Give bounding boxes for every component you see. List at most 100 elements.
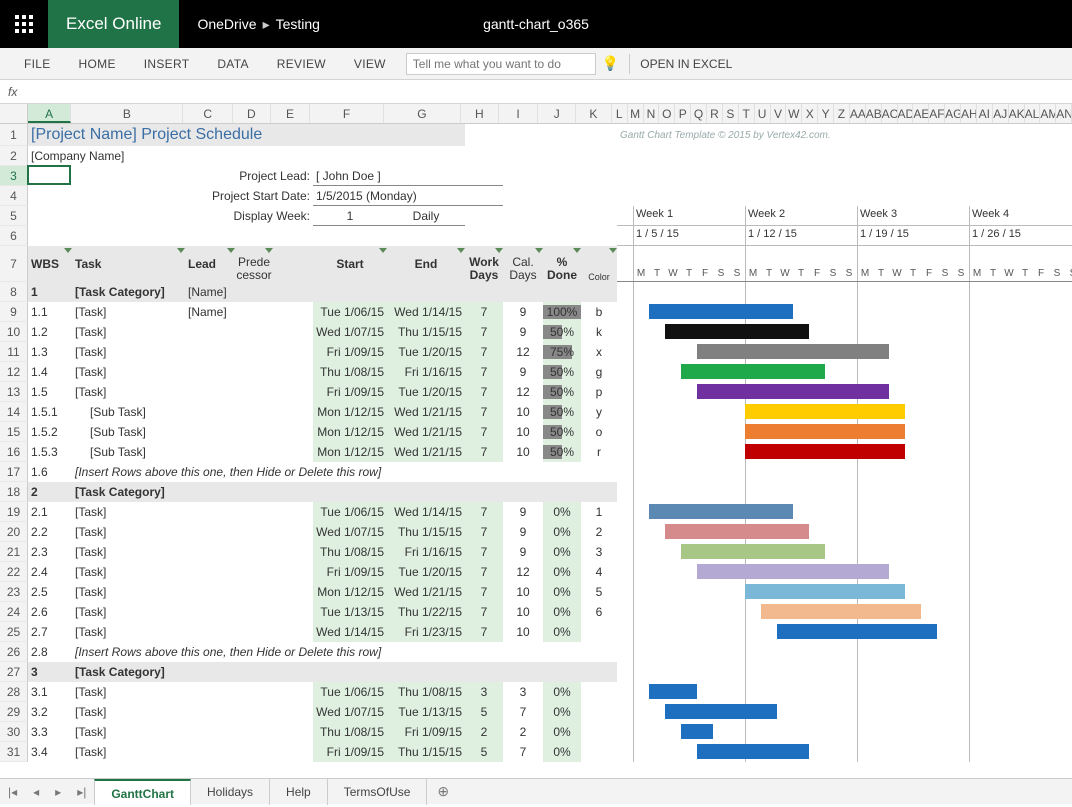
wbs-cell[interactable]: 1.2 bbox=[28, 322, 72, 342]
color-code-cell[interactable]: b bbox=[581, 302, 617, 322]
workdays-cell[interactable]: 7 bbox=[465, 442, 503, 462]
task-cell[interactable]: [Task] bbox=[72, 722, 185, 742]
start-cell[interactable]: Tue 1/06/15 bbox=[313, 302, 387, 322]
pct-done-cell[interactable]: 0% bbox=[543, 542, 581, 562]
task-cell[interactable]: [Task] bbox=[72, 582, 185, 602]
row-header[interactable]: 31 bbox=[0, 742, 28, 762]
sheet-tab-help[interactable]: Help bbox=[270, 779, 328, 805]
workdays-cell[interactable]: 7 bbox=[465, 522, 503, 542]
ribbon-tab-file[interactable]: FILE bbox=[10, 48, 65, 80]
gantt-bar[interactable] bbox=[649, 504, 793, 519]
end-cell[interactable]: Thu 1/15/15 bbox=[387, 742, 465, 762]
task-cell[interactable]: [Task Category] bbox=[72, 282, 185, 302]
ribbon-tab-insert[interactable]: INSERT bbox=[130, 48, 204, 80]
workdays-cell[interactable]: 7 bbox=[465, 362, 503, 382]
row-header[interactable]: 19 bbox=[0, 502, 28, 522]
column-header[interactable]: AA bbox=[850, 104, 866, 123]
column-header[interactable]: D bbox=[233, 104, 271, 123]
caldays-cell[interactable]: 9 bbox=[503, 362, 543, 382]
workdays-cell[interactable]: 7 bbox=[465, 602, 503, 622]
task-cell[interactable]: [Task] bbox=[72, 342, 185, 362]
column-header[interactable]: AI bbox=[977, 104, 993, 123]
column-header[interactable]: AJ bbox=[993, 104, 1009, 123]
row-header[interactable]: 5 bbox=[0, 206, 28, 226]
caldays-cell[interactable]: 3 bbox=[503, 682, 543, 702]
task-cell[interactable]: [Insert Rows above this one, then Hide o… bbox=[72, 642, 581, 662]
column-header[interactable]: P bbox=[675, 104, 691, 123]
pct-done-cell[interactable]: 50% bbox=[543, 422, 581, 442]
gantt-bar[interactable] bbox=[745, 404, 905, 419]
column-header[interactable]: AM bbox=[1040, 104, 1056, 123]
column-header[interactable]: I bbox=[499, 104, 539, 123]
tab-nav-prev[interactable]: ◂ bbox=[25, 785, 47, 799]
app-launcher-button[interactable] bbox=[0, 0, 48, 48]
row-header[interactable]: 26 bbox=[0, 642, 28, 662]
gantt-bar[interactable] bbox=[665, 524, 809, 539]
end-cell[interactable]: Fri 1/09/15 bbox=[387, 722, 465, 742]
color-code-cell[interactable]: o bbox=[581, 422, 617, 442]
end-cell[interactable]: Thu 1/08/15 bbox=[387, 682, 465, 702]
start-cell[interactable]: Thu 1/08/15 bbox=[313, 542, 387, 562]
wbs-cell[interactable]: 1.5.2 bbox=[28, 422, 72, 442]
wbs-cell[interactable]: 3.2 bbox=[28, 702, 72, 722]
tab-nav-last[interactable]: ▸| bbox=[69, 785, 94, 799]
row-header[interactable]: 7 bbox=[0, 246, 28, 282]
workdays-cell[interactable]: 7 bbox=[465, 322, 503, 342]
end-cell[interactable]: Fri 1/16/15 bbox=[387, 362, 465, 382]
workdays-cell[interactable]: 2 bbox=[465, 722, 503, 742]
column-header[interactable]: N bbox=[644, 104, 660, 123]
pct-done-cell[interactable]: 50% bbox=[543, 382, 581, 402]
row-header[interactable]: 20 bbox=[0, 522, 28, 542]
row-header[interactable]: 16 bbox=[0, 442, 28, 462]
task-cell[interactable]: [Task] bbox=[72, 322, 185, 342]
gantt-bar[interactable] bbox=[745, 444, 905, 459]
end-cell[interactable]: Wed 1/21/15 bbox=[387, 442, 465, 462]
wbs-cell[interactable]: 1.5.3 bbox=[28, 442, 72, 462]
workdays-cell[interactable]: 7 bbox=[465, 422, 503, 442]
gantt-bar[interactable] bbox=[761, 604, 921, 619]
caldays-cell[interactable]: 10 bbox=[503, 402, 543, 422]
ribbon-tab-view[interactable]: VIEW bbox=[340, 48, 400, 80]
workdays-cell[interactable]: 7 bbox=[465, 402, 503, 422]
column-header[interactable]: L bbox=[612, 104, 628, 123]
color-code-cell[interactable]: 6 bbox=[581, 602, 617, 622]
end-cell[interactable]: Tue 1/20/15 bbox=[387, 342, 465, 362]
display-week-value[interactable]: 1 bbox=[313, 206, 387, 226]
end-cell[interactable]: Fri 1/16/15 bbox=[387, 542, 465, 562]
row-header[interactable]: 6 bbox=[0, 226, 28, 246]
gantt-bar[interactable] bbox=[665, 324, 809, 339]
pct-done-cell[interactable]: 0% bbox=[543, 622, 581, 642]
task-cell[interactable]: [Task Category] bbox=[72, 482, 185, 502]
start-cell[interactable]: Thu 1/08/15 bbox=[313, 362, 387, 382]
row-header[interactable]: 28 bbox=[0, 682, 28, 702]
column-header[interactable]: E bbox=[271, 104, 311, 123]
gantt-bar[interactable] bbox=[681, 724, 713, 739]
row-header[interactable]: 21 bbox=[0, 542, 28, 562]
end-cell[interactable]: Wed 1/21/15 bbox=[387, 582, 465, 602]
gantt-bar[interactable] bbox=[697, 744, 809, 759]
caldays-cell[interactable]: 12 bbox=[503, 562, 543, 582]
pct-done-cell[interactable]: 0% bbox=[543, 582, 581, 602]
column-header[interactable]: AE bbox=[913, 104, 929, 123]
column-header[interactable]: X bbox=[802, 104, 818, 123]
row-header[interactable]: 11 bbox=[0, 342, 28, 362]
workdays-cell[interactable]: 5 bbox=[465, 742, 503, 762]
tell-me-input[interactable] bbox=[406, 53, 596, 75]
workdays-cell[interactable]: 7 bbox=[465, 622, 503, 642]
task-cell[interactable]: [Task] bbox=[72, 702, 185, 722]
column-header[interactable]: AC bbox=[882, 104, 898, 123]
lead-cell[interactable]: [Name] bbox=[185, 302, 235, 322]
end-cell[interactable]: Wed 1/14/15 bbox=[387, 502, 465, 522]
caldays-cell[interactable]: 9 bbox=[503, 322, 543, 342]
start-cell[interactable]: Wed 1/07/15 bbox=[313, 522, 387, 542]
ribbon-tab-review[interactable]: REVIEW bbox=[263, 48, 340, 80]
workdays-cell[interactable]: 7 bbox=[465, 562, 503, 582]
gantt-bar[interactable] bbox=[697, 564, 889, 579]
color-code-cell[interactable]: x bbox=[581, 342, 617, 362]
header-end[interactable]: End bbox=[387, 246, 465, 282]
task-cell[interactable]: [Task] bbox=[72, 682, 185, 702]
column-header[interactable]: AG bbox=[945, 104, 961, 123]
wbs-cell[interactable]: 1.5 bbox=[28, 382, 72, 402]
task-cell[interactable]: [Task Category] bbox=[72, 662, 185, 682]
pct-done-cell[interactable]: 75% bbox=[543, 342, 581, 362]
